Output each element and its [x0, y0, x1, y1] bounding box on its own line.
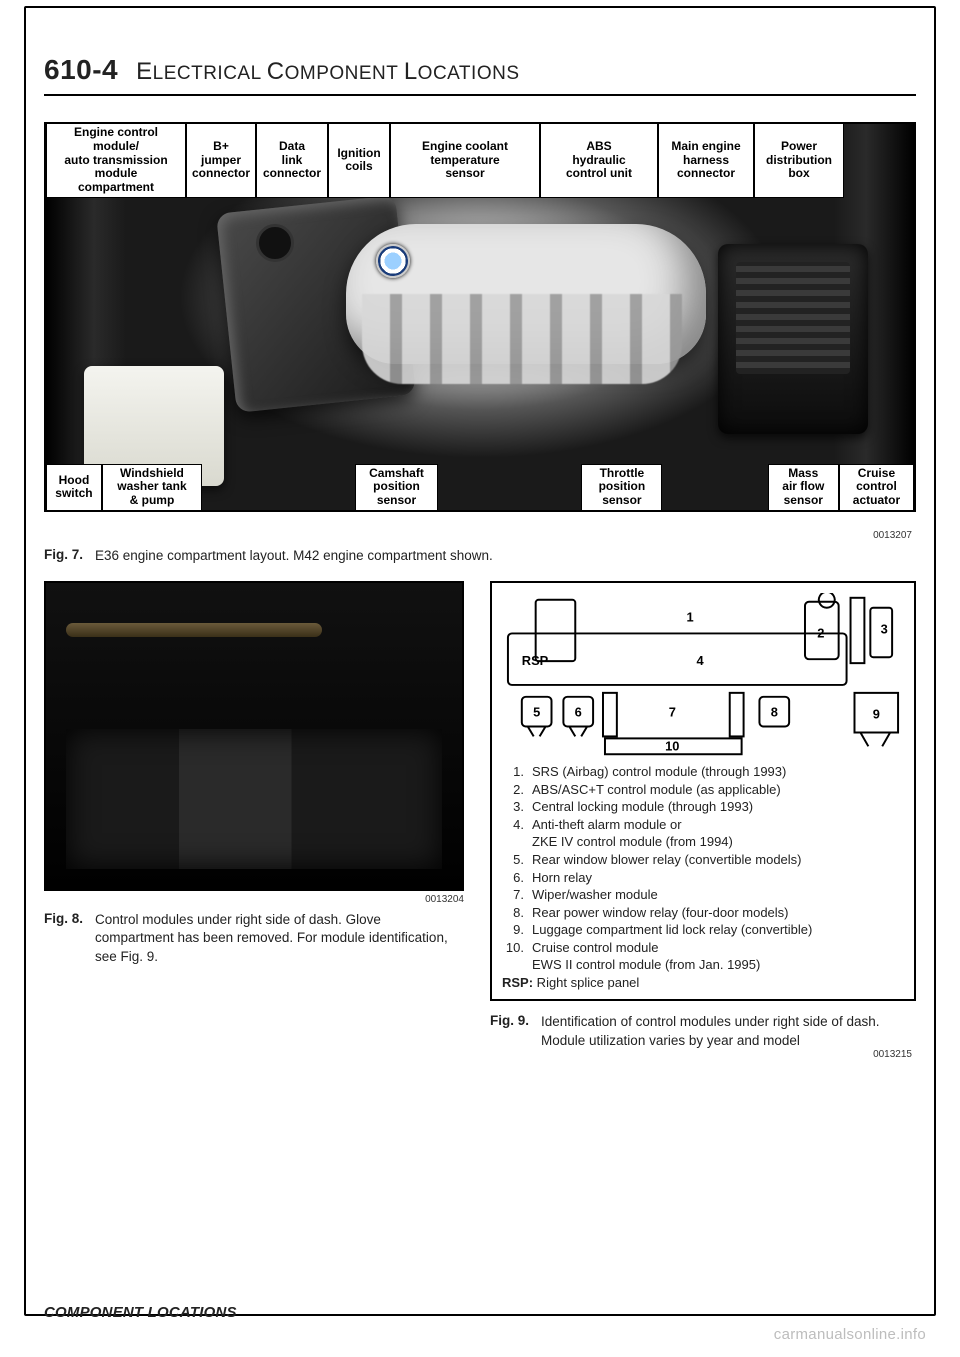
- rsp-t: Right splice panel: [533, 975, 639, 990]
- d-n6: 6: [575, 705, 582, 720]
- callout-label: Throttlepositionsensor: [581, 464, 662, 510]
- callout-label: Ignitioncoils: [328, 124, 390, 198]
- callout-label: Datalinkconnector: [256, 124, 328, 198]
- legend-row: 6.Horn relay: [502, 869, 904, 887]
- watermark: carmanualsonline.info: [774, 1326, 926, 1343]
- legend-row: 10.Cruise control module: [502, 939, 904, 957]
- legend-row: 1.SRS (Airbag) control module (through 1…: [502, 763, 904, 781]
- d-n7: 7: [669, 705, 676, 720]
- fig8-text: Control modules under right side of dash…: [95, 911, 455, 966]
- fig9-diagram: 1 2 3 RSP 4 5 6 7 8 9 10: [502, 593, 904, 763]
- callout-label: B+jumperconnector: [186, 124, 256, 198]
- d-n10: 10: [665, 738, 679, 753]
- fig9-text: Identification of control modules under …: [541, 1013, 916, 1049]
- fig9-legend: 1.SRS (Airbag) control module (through 1…: [502, 763, 904, 974]
- callout-label: Engine coolanttemperaturesensor: [390, 124, 540, 198]
- fig8-modules: [76, 729, 436, 859]
- fig7-id: 0013207: [40, 530, 912, 541]
- callout-label: Hoodswitch: [46, 464, 102, 510]
- module: [76, 729, 160, 859]
- callout-label: ABShydrauliccontrol unit: [540, 124, 658, 198]
- fig9-rsp-line: RSP: Right splice panel: [502, 974, 904, 992]
- legend-row: 3.Central locking module (through 1993): [502, 798, 904, 816]
- legend-row: EWS II control module (from Jan. 1995): [502, 956, 904, 974]
- t5: L: [404, 58, 418, 85]
- fig7-num: Fig. 7.: [44, 547, 83, 565]
- fig9: 1 2 3 RSP 4 5 6 7 8 9 10 0: [490, 581, 916, 1050]
- airbox: [718, 244, 868, 434]
- callout-label: Cruisecontrolactuator: [839, 464, 914, 510]
- page-number: 610-4: [44, 54, 118, 86]
- fig8-num: Fig. 8.: [44, 911, 83, 966]
- fig7-caption: Fig. 7. E36 engine compartment layout. M…: [44, 547, 916, 565]
- t1: E: [136, 58, 153, 85]
- callout-label: Windshieldwasher tank& pump: [102, 464, 202, 510]
- footer: COMPONENT LOCATIONS: [44, 1304, 237, 1321]
- callout-label: Massair flowsensor: [768, 464, 839, 510]
- fig8-photo: [44, 581, 464, 891]
- fig7-engine-bay: Engine control module/auto transmission …: [44, 122, 916, 512]
- fig8: 0013204 Fig. 8. Control modules under ri…: [44, 581, 464, 966]
- intake-runners: [362, 294, 682, 384]
- fig8-caption: Fig. 8. Control modules under right side…: [44, 911, 464, 966]
- row2: 0013204 Fig. 8. Control modules under ri…: [44, 581, 916, 1050]
- fig9-num: Fig. 9.: [490, 1013, 529, 1049]
- callout-label: Main engineharnessconnector: [658, 124, 754, 198]
- rsp-b: RSP:: [502, 975, 533, 990]
- fig7-bottom-labels: HoodswitchWindshieldwasher tank& pump Cam…: [46, 464, 914, 510]
- legend-row: 7.Wiper/washer module: [502, 886, 904, 904]
- d-n5: 5: [533, 705, 540, 720]
- d-n2: 2: [817, 626, 824, 641]
- legend-row: 8.Rear power window relay (four-door mod…: [502, 904, 904, 922]
- fig8-id: 0013204: [44, 894, 464, 905]
- module: [352, 729, 436, 859]
- legend-row: 4.Anti-theft alarm module or: [502, 816, 904, 834]
- d-n3: 3: [881, 622, 888, 637]
- callout-label: Camshaftpositionsensor: [355, 464, 438, 510]
- fig7-text: E36 engine compartment layout. M42 engin…: [95, 547, 493, 565]
- legend-row: 2.ABS/ASC+T control module (as applicabl…: [502, 781, 904, 799]
- callout-label: Engine control module/auto transmission …: [46, 124, 186, 198]
- page-header: 610-4 ELECTRICAL COMPONENT LOCATIONS: [44, 54, 916, 86]
- module: [168, 729, 252, 859]
- legend-row: ZKE IV control module (from 1994): [502, 833, 904, 851]
- legend-row: 9.Luggage compartment lid lock relay (co…: [502, 921, 904, 939]
- page-title: ELECTRICAL COMPONENT LOCATIONS: [136, 58, 519, 86]
- module: [260, 729, 344, 859]
- legend-row: 5.Rear window blower relay (convertible …: [502, 851, 904, 869]
- fig7-top-labels: Engine control module/auto transmission …: [46, 124, 914, 198]
- d-n1: 1: [687, 610, 694, 625]
- t3: C: [267, 58, 285, 85]
- callout-label: Powerdistributionbox: [754, 124, 844, 198]
- page: 610-4 ELECTRICAL COMPONENT LOCATIONS Eng…: [0, 0, 960, 1357]
- t4: OMPONENT: [285, 63, 404, 84]
- d-rsp: RSP: [522, 653, 549, 668]
- d-n4: 4: [696, 653, 704, 668]
- fig9-id: 0013215: [873, 1049, 912, 1060]
- t6: OCATIONS: [418, 63, 520, 84]
- d-n9: 9: [873, 707, 880, 722]
- content: 610-4 ELECTRICAL COMPONENT LOCATIONS Eng…: [44, 36, 916, 1050]
- d-n8: 8: [771, 705, 778, 720]
- fig9-caption: Fig. 9. Identification of control module…: [490, 1013, 916, 1049]
- fig9-panel: 1 2 3 RSP 4 5 6 7 8 9 10 0: [490, 581, 916, 1001]
- t2: LECTRICAL: [153, 63, 267, 84]
- header-rule: [44, 94, 916, 96]
- oil-cap: [256, 224, 294, 262]
